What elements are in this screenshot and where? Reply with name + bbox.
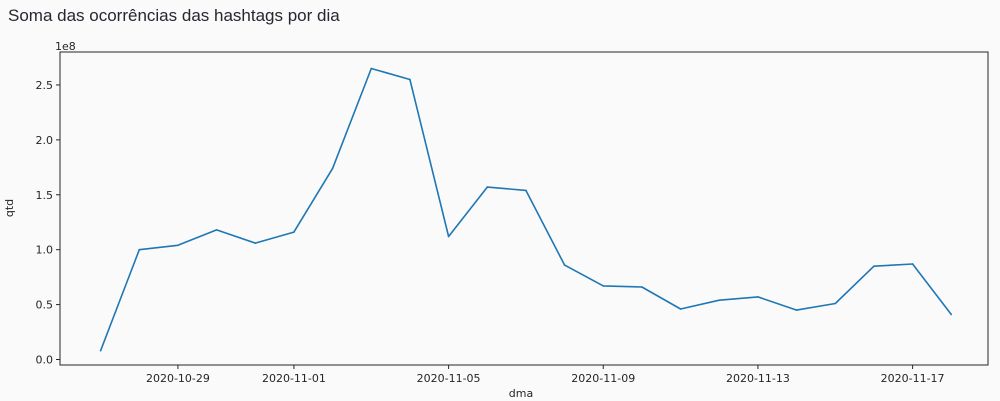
page-title: Soma das ocorrências das hashtags por di… bbox=[8, 6, 340, 25]
data-point bbox=[641, 286, 643, 288]
data-point bbox=[486, 186, 489, 188]
series-line bbox=[99, 67, 952, 351]
data-point bbox=[834, 302, 837, 305]
data-point bbox=[99, 349, 102, 352]
data-point bbox=[409, 78, 411, 81]
y-tick-label: 2.0 bbox=[36, 134, 54, 147]
data-point bbox=[679, 308, 682, 310]
data-point bbox=[254, 242, 257, 244]
y-tick-label: 0.0 bbox=[36, 354, 54, 367]
y-offset-label: 1e8 bbox=[55, 40, 76, 53]
x-tick-label: 2020-11-05 bbox=[417, 372, 481, 385]
x-tick-label: 2020-10-29 bbox=[146, 372, 210, 385]
x-tick-label: 2020-11-09 bbox=[571, 372, 635, 385]
x-tick-label: 2020-11-01 bbox=[262, 372, 326, 385]
data-point bbox=[718, 299, 721, 302]
data-point bbox=[563, 264, 566, 266]
data-point bbox=[138, 248, 141, 251]
data-point bbox=[293, 231, 295, 233]
plot-frame bbox=[59, 51, 989, 366]
x-axis-label: dma bbox=[509, 387, 533, 400]
data-point bbox=[950, 313, 953, 316]
data-point bbox=[447, 235, 450, 238]
y-tick-label: 0.5 bbox=[36, 299, 54, 312]
data-point bbox=[795, 309, 798, 311]
data-point bbox=[911, 263, 914, 265]
data-point bbox=[525, 189, 527, 192]
y-tick-label: 1.0 bbox=[36, 244, 54, 257]
data-point bbox=[331, 167, 334, 170]
data-point bbox=[177, 244, 179, 247]
x-tick-label: 2020-11-13 bbox=[726, 372, 790, 385]
data-point bbox=[757, 296, 759, 298]
data-point bbox=[602, 285, 605, 287]
data-point bbox=[215, 229, 218, 231]
y-axis-label: qtd bbox=[3, 199, 16, 217]
y-tick-label: 2.5 bbox=[36, 79, 54, 92]
data-point bbox=[370, 67, 373, 70]
y-tick-label: 1.5 bbox=[36, 189, 54, 202]
x-tick-label: 2020-11-17 bbox=[881, 372, 945, 385]
data-point bbox=[873, 265, 875, 267]
